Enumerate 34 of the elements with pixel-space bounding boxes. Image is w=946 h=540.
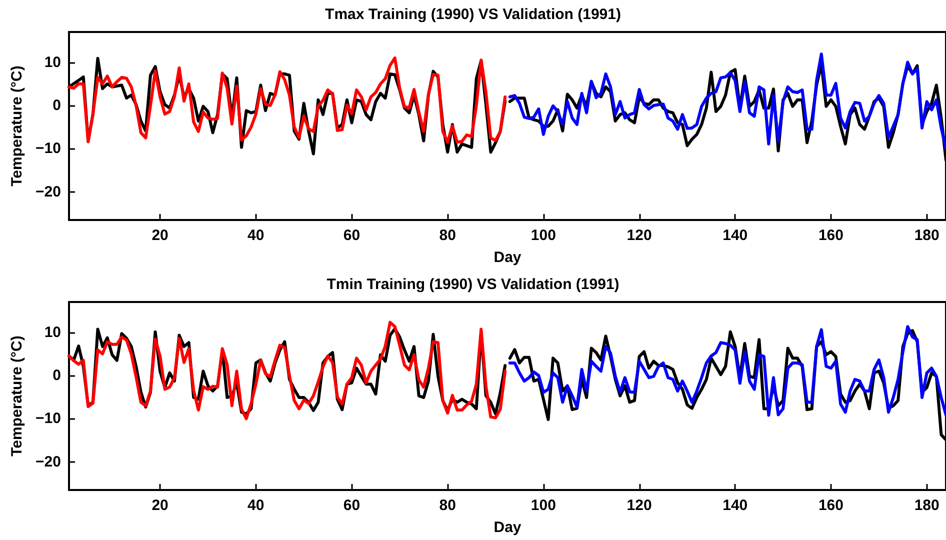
y-tick-label: −20 (36, 183, 61, 200)
y-axis-title: Temperature (°C) (8, 66, 26, 186)
x-tick-label: 180 (914, 227, 940, 244)
x-tick-label: 20 (152, 227, 168, 244)
x-axis-title: Day (494, 249, 522, 266)
x-tick-label: 40 (248, 227, 264, 244)
x-tick-label: 120 (626, 227, 652, 244)
x-tick-label: 100 (530, 227, 556, 244)
x-axis-title: Day (494, 519, 522, 536)
line-series (508, 52, 946, 150)
x-tick-label: 140 (722, 227, 748, 244)
y-tick-label: −20 (36, 453, 61, 470)
x-tick-label: 60 (343, 497, 360, 514)
x-tick-label: 20 (152, 497, 168, 514)
x-tick-label: 160 (818, 227, 844, 244)
x-tick-label: 80 (439, 497, 456, 514)
x-tick-label: 120 (626, 497, 652, 514)
x-tick-label: 100 (530, 497, 556, 514)
x-tick-label: 60 (343, 227, 360, 244)
y-tick-label: 10 (44, 54, 61, 71)
y-tick-label: −10 (36, 140, 61, 158)
line-series (508, 325, 946, 417)
y-tick-label: −10 (36, 410, 61, 428)
y-tick-label: 0 (52, 366, 61, 384)
x-tick-label: 40 (248, 497, 264, 514)
x-tick-label: 140 (722, 497, 748, 514)
chart-title: Tmax Training (1990) VS Validation (1991) (325, 6, 621, 23)
y-tick-label: 10 (44, 324, 61, 341)
x-tick-label: 180 (914, 497, 940, 514)
chart-title: Tmin Training (1990) VS Validation (1991) (326, 276, 620, 293)
y-tick-label: 0 (52, 96, 61, 114)
x-tick-label: 160 (818, 497, 844, 514)
x-tick-label: 80 (439, 227, 456, 244)
y-axis-title: Temperature (°C) (8, 336, 26, 456)
